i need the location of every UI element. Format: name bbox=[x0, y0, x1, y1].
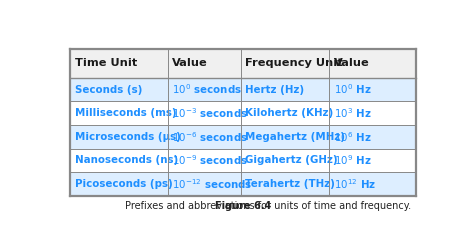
Text: Gigahertz (GHz): Gigahertz (GHz) bbox=[246, 155, 338, 165]
Text: $10^0$ Hz: $10^0$ Hz bbox=[334, 83, 371, 96]
Text: Seconds (s): Seconds (s) bbox=[75, 85, 142, 95]
Text: $10^6$ Hz: $10^6$ Hz bbox=[334, 130, 371, 144]
Text: Microseconds (μs): Microseconds (μs) bbox=[75, 132, 181, 142]
Text: Picoseconds (ps): Picoseconds (ps) bbox=[75, 179, 173, 189]
Text: Value: Value bbox=[172, 58, 208, 68]
Text: $10^{-9}$ seconds: $10^{-9}$ seconds bbox=[172, 153, 248, 167]
Text: $10^{-12}$ seconds: $10^{-12}$ seconds bbox=[172, 177, 253, 191]
Text: $10^{-3}$ seconds: $10^{-3}$ seconds bbox=[172, 106, 248, 120]
Text: $10^0$ seconds: $10^0$ seconds bbox=[172, 83, 242, 96]
Text: Kilohertz (KHz): Kilohertz (KHz) bbox=[246, 108, 334, 118]
Text: $10^9$ Hz: $10^9$ Hz bbox=[334, 153, 371, 167]
Text: Prefixes and abbreviations for units of time and frequency.: Prefixes and abbreviations for units of … bbox=[75, 201, 411, 211]
Text: Terahertz (THz): Terahertz (THz) bbox=[246, 179, 336, 189]
Text: Time Unit: Time Unit bbox=[75, 58, 137, 68]
Text: Nanoseconds (ns): Nanoseconds (ns) bbox=[75, 155, 178, 165]
Text: Figure 6.4: Figure 6.4 bbox=[215, 201, 271, 211]
Text: Megahertz (MHz): Megahertz (MHz) bbox=[246, 132, 346, 142]
Text: Milliseconds (ms): Milliseconds (ms) bbox=[75, 108, 176, 118]
Text: Value: Value bbox=[334, 58, 369, 68]
Text: $10^{-6}$ seconds: $10^{-6}$ seconds bbox=[172, 130, 248, 144]
Text: Hertz (Hz): Hertz (Hz) bbox=[246, 85, 305, 95]
Text: $10^3$ Hz: $10^3$ Hz bbox=[334, 106, 371, 120]
Text: $10^{12}$ Hz: $10^{12}$ Hz bbox=[334, 177, 376, 191]
Text: Frequency Unit: Frequency Unit bbox=[246, 58, 343, 68]
